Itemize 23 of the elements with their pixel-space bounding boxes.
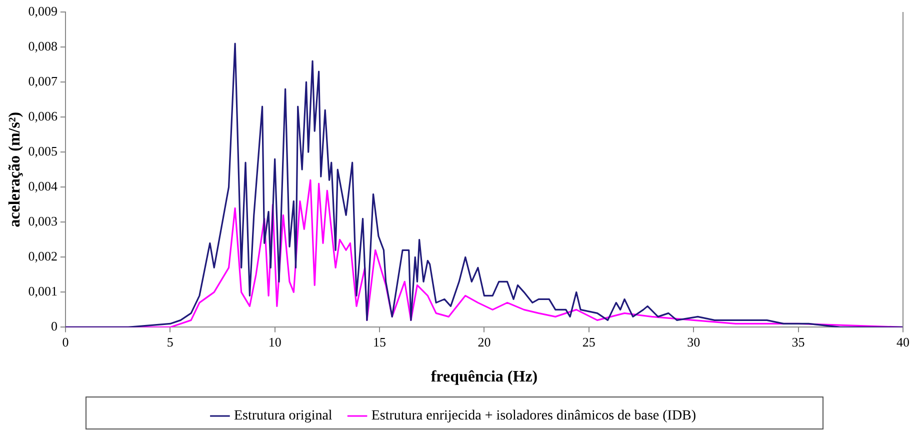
x-axis-title: frequência (Hz) xyxy=(430,368,538,386)
y-tick-label: 0,006 xyxy=(28,108,58,124)
y-tick-label: 0,001 xyxy=(28,284,58,299)
x-tick-label: 30 xyxy=(687,334,700,350)
y-axis-title: aceleração (m/s²) xyxy=(6,112,24,228)
y-tick-label: 0,009 xyxy=(28,3,58,18)
legend-label: Estrutura enrijecida + isoladores dinâmicos de base (IDB) xyxy=(371,408,696,424)
y-tick-label: 0 xyxy=(50,318,58,334)
x-tick-label: 35 xyxy=(792,334,805,350)
y-tick-label: 0,004 xyxy=(28,178,58,194)
x-tick-label: 5 xyxy=(166,334,174,350)
y-tick-label: 0,007 xyxy=(28,73,58,88)
x-tick-label: 15 xyxy=(373,334,386,350)
x-tick-label: 20 xyxy=(478,334,491,350)
y-tick-label: 0,002 xyxy=(28,248,58,264)
x-tick-label: 40 xyxy=(896,334,910,350)
y-tick-label: 0,003 xyxy=(28,214,58,229)
y-tick-label: 0,005 xyxy=(28,144,58,159)
legend-label: Estrutura original xyxy=(234,408,332,424)
x-tick-label: 25 xyxy=(582,334,596,350)
y-tick-label: 0,008 xyxy=(28,38,58,54)
x-tick-label: 10 xyxy=(268,334,282,350)
x-tick-label: 0 xyxy=(62,334,69,350)
